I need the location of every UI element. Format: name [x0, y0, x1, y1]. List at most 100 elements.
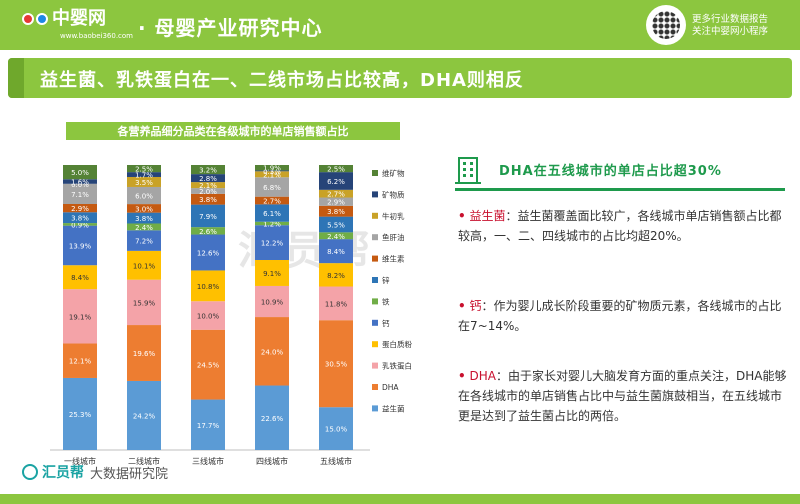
footer: 汇员帮 大数据研究院 — [22, 462, 168, 482]
title-ribbon — [8, 58, 24, 98]
bar-segment — [127, 380, 161, 450]
point-text: ：由于家长对婴儿大脑发育方面的重点关注，DHA能够在各线城市的单店销售占比中与益… — [458, 369, 787, 423]
legend-label: 蛋白质粉 — [382, 339, 412, 349]
qr-note-line1: 更多行业数据报告 — [692, 14, 769, 25]
data-label: 11.8% — [325, 300, 348, 308]
data-label: 1.2% — [263, 220, 281, 228]
data-label: 2.4% — [327, 233, 345, 241]
data-label: 2.1% — [199, 182, 217, 190]
bar-segment — [63, 179, 97, 184]
data-label: 3.5% — [135, 179, 153, 187]
data-label: 1.7% — [135, 172, 153, 180]
data-label: 12.6% — [197, 249, 220, 257]
legend-label: 维生素 — [382, 254, 405, 264]
bar-segment — [63, 165, 97, 180]
legend-swatch — [372, 212, 378, 219]
title-bar: 益生菌、乳铁蛋白在一、二线市场占比较高，DHA则相反 — [8, 58, 792, 98]
bar-segment — [127, 250, 161, 280]
data-label: 2.6% — [199, 228, 217, 236]
data-label: 10.8% — [197, 283, 220, 291]
legend-label: 益生菌 — [382, 403, 405, 413]
bar-segment — [127, 212, 161, 224]
data-label: 1.6% — [71, 179, 89, 187]
data-label: 2.1% — [263, 171, 281, 179]
bullet-icon: • — [458, 369, 466, 383]
point-term: 钙 — [469, 299, 482, 313]
bar-segment — [127, 176, 161, 187]
bar-segment — [191, 329, 225, 400]
brand-icon — [22, 464, 38, 480]
bar-segment — [63, 377, 97, 450]
bar-segment — [319, 216, 353, 233]
data-label: 2.4% — [135, 224, 153, 232]
bar-segment — [319, 197, 353, 206]
data-label: 6.2% — [327, 178, 345, 186]
bar-segment — [255, 317, 289, 386]
data-label: 2.5% — [327, 166, 345, 174]
bar-segment — [191, 165, 225, 175]
footer-brand: 汇员帮 — [42, 465, 84, 481]
building-icon — [455, 157, 481, 184]
data-label: 5.0% — [71, 169, 89, 177]
bar-segment — [127, 204, 161, 213]
point-probiotics: • 益生菌：益生菌覆盖面比较广，各线城市单店销售额占比都较高，一、二、四线城市的… — [458, 206, 788, 246]
legend-label: DHA — [382, 383, 399, 392]
point-term: DHA — [469, 369, 496, 383]
data-label: 9.1% — [263, 270, 281, 278]
legend-swatch — [372, 341, 378, 348]
legend-label: 乳铁蛋白 — [382, 361, 412, 371]
qr-code-icon[interactable] — [646, 5, 686, 45]
bar-segment — [63, 223, 97, 226]
legend-label: 矿物质 — [382, 189, 405, 199]
bar-segment — [127, 172, 161, 177]
point-term: 益生菌 — [469, 209, 506, 223]
header-bar: 中婴网 www.baobei360.com · 母婴产业研究中心 更多行业数据报… — [0, 0, 800, 50]
legend-swatch — [372, 234, 378, 241]
logo[interactable]: 中婴网 — [22, 10, 106, 28]
bar-segment — [127, 279, 161, 326]
bar-segment — [63, 212, 97, 224]
page-title: 益生菌、乳铁蛋白在一、二线市场占比较高，DHA则相反 — [40, 70, 524, 91]
data-label: 8.2% — [327, 272, 345, 280]
data-label: 15.9% — [133, 299, 156, 307]
data-label: 6.1% — [263, 210, 281, 218]
x-tick-label: 一线城市 — [64, 456, 96, 466]
data-label: 2.9% — [327, 199, 345, 207]
point-calcium: • 钙：作为婴儿成长阶段重要的矿物质元素，各线城市的占比在7~14%。 — [458, 296, 788, 336]
right-panel-heading-text: DHA在五线城市的单店占比超30% — [499, 163, 722, 179]
bottom-band — [0, 494, 800, 504]
bar-segment — [63, 225, 97, 266]
data-label: 2.7% — [263, 198, 281, 206]
bar-segment — [191, 174, 225, 183]
data-label: 10.1% — [133, 262, 156, 270]
x-tick-label: 五线城市 — [320, 456, 352, 466]
data-label: 6.8% — [263, 184, 281, 192]
data-label: 19.1% — [69, 313, 92, 321]
bar-segment — [255, 385, 289, 450]
bar-segment — [319, 263, 353, 287]
bar-segment — [255, 165, 289, 171]
data-label: 2.8% — [199, 175, 217, 183]
x-tick-label: 二线城市 — [128, 456, 160, 466]
data-label: 7.1% — [71, 191, 89, 199]
bar-segment — [63, 183, 97, 205]
legend-label: 鱼肝油 — [382, 232, 405, 242]
data-label: 25.3% — [69, 411, 92, 419]
bar-segment — [255, 285, 289, 318]
bar-segment — [319, 239, 353, 264]
bar-segment — [127, 223, 161, 231]
bar-segment — [255, 177, 289, 197]
bar-segment — [191, 182, 225, 189]
legend-swatch — [372, 191, 378, 198]
data-label: 2.7% — [327, 191, 345, 199]
bar-segment — [319, 232, 353, 240]
legend-label: 铁 — [382, 296, 390, 306]
data-label: 7.9% — [199, 213, 217, 221]
data-label: 3.2% — [199, 167, 217, 175]
qr-note: 更多行业数据报告 关注中婴网小程序 — [692, 14, 768, 38]
data-label: 8.4% — [71, 274, 89, 282]
logo-mark-icon — [22, 13, 48, 25]
logo-url: www.baobei360.com — [60, 32, 134, 40]
data-label: 22.6% — [261, 415, 284, 423]
